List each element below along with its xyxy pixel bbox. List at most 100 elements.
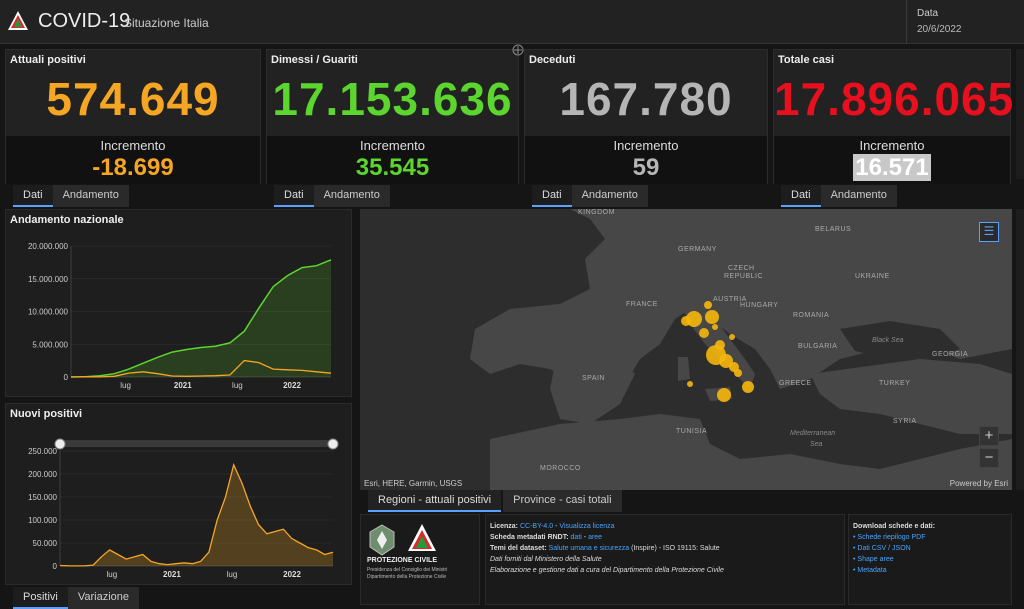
card-value: 17.896.065 xyxy=(774,73,1015,125)
tab-andamento[interactable]: Andamento xyxy=(571,185,648,207)
y-tick-label: 200.000 xyxy=(28,470,57,479)
region-bubble[interactable] xyxy=(686,311,702,327)
region-bubble[interactable] xyxy=(705,310,719,324)
tab-dati[interactable]: Dati xyxy=(781,185,821,207)
map-label: ROMANIA xyxy=(793,312,829,319)
region-bubble[interactable] xyxy=(742,381,754,393)
panel-nuovi-positivi: Nuovi positivi 250.000 200.000 150.000 100.… xyxy=(5,403,352,585)
download-csv-link[interactable]: Dati CSV / JSON xyxy=(857,545,911,552)
region-bubble[interactable] xyxy=(719,354,733,368)
x-tick-label: 2022 xyxy=(283,381,301,390)
map-label: Mediterranean xyxy=(790,430,835,437)
tab-regioni-attuali-positivi[interactable]: Regioni - attuali positivi xyxy=(368,490,502,512)
land-europe xyxy=(470,209,1012,399)
region-bubble[interactable] xyxy=(717,388,731,402)
tab-andamento[interactable]: Andamento xyxy=(313,185,390,207)
y-tick-label: 100.000 xyxy=(28,516,57,525)
chart-title: Nuovi positivi xyxy=(10,408,83,420)
tab-positivi[interactable]: Positivi xyxy=(13,587,68,609)
land-turkey xyxy=(810,359,1012,434)
increment-value: 16.571 xyxy=(853,154,931,181)
download-item: • Schede riepilogo PDF xyxy=(853,534,926,541)
expand-icon[interactable] xyxy=(512,44,524,56)
card-label: Totale casi xyxy=(778,54,835,66)
zoom-out-button[interactable]: − xyxy=(979,448,999,468)
increment-box: Incremento -18.699 xyxy=(6,136,260,184)
increment-box: Incremento 59 xyxy=(525,136,767,184)
land-sardinia xyxy=(678,357,690,381)
org-line2: Presidenza del Consiglio dei Ministri xyxy=(367,567,448,573)
y-tick-label: 150.000 xyxy=(28,493,57,502)
x-tick-label: 2022 xyxy=(283,570,301,579)
protezione-civile-icon xyxy=(408,524,436,551)
map-label: GREECE xyxy=(779,380,812,387)
org-line3: Dipartimento della Protezione Civile xyxy=(367,574,447,580)
region-bubble[interactable] xyxy=(734,369,742,377)
increment-label: Incremento xyxy=(100,138,166,153)
land-iberia xyxy=(550,359,635,424)
chart-nuovi-positivi: 250.000 200.000 150.000 100.000 50.000 0 lug 2… xyxy=(28,438,339,579)
map-attribution: Esri, HERE, Garmin, USGS xyxy=(364,479,463,488)
temi-link[interactable]: Salute umana e sicurezza xyxy=(548,545,630,552)
tab-andamento[interactable]: Andamento xyxy=(52,185,129,207)
x-tick-label: lug xyxy=(107,570,118,579)
tab-variazione[interactable]: Variazione xyxy=(67,587,140,609)
tabs-card-1: Dati Andamento xyxy=(13,185,129,207)
visualizza-licenza-link[interactable]: Visualizza licenza xyxy=(559,523,615,530)
map-label: KINGDOM xyxy=(578,209,615,216)
region-bubble[interactable] xyxy=(687,381,693,387)
licenza-link[interactable]: CC-BY-4.0 xyxy=(519,523,554,530)
black-sea xyxy=(840,321,960,359)
range-slider-track xyxy=(60,440,334,447)
rndt-aree-link[interactable]: aree xyxy=(588,534,603,541)
app-title: COVID-19 xyxy=(38,10,131,32)
download-shape-link[interactable]: Shape aree xyxy=(857,556,894,563)
legend-toggle-icon[interactable]: ☰ xyxy=(979,222,999,242)
region-bubble[interactable] xyxy=(712,324,718,330)
region-bubble[interactable] xyxy=(704,301,712,309)
panel-andamento-nazionale: Andamento nazionale 20.000.000 15.000.000… xyxy=(5,209,352,397)
region-bubble[interactable] xyxy=(699,328,709,338)
date-value: 20/6/2022 xyxy=(917,24,962,35)
tabs-map: Regioni - attuali positivi Province - ca… xyxy=(368,490,622,512)
temi-row: Temi del dataset: Salute umana e sicurez… xyxy=(490,545,720,552)
elaborazione-text: Elaborazione e gestione dati a cura del … xyxy=(490,567,724,574)
tab-andamento[interactable]: Andamento xyxy=(820,185,897,207)
increment-value: 59 xyxy=(632,154,660,181)
tabs-card-4: Dati Andamento xyxy=(781,185,897,207)
tabs-nuovi-positivi: Positivi Variazione xyxy=(13,587,140,609)
side-panel-edge xyxy=(1016,49,1024,179)
tab-dati[interactable]: Dati xyxy=(532,185,572,207)
zoom-in-button[interactable]: + xyxy=(979,426,999,446)
map-label: REPUBLIC xyxy=(724,273,763,280)
range-slider-handle-left[interactable] xyxy=(54,438,66,450)
y-tick-label: 15.000.000 xyxy=(28,275,69,284)
date-label: Data xyxy=(917,8,939,19)
region-bubble[interactable] xyxy=(729,334,735,340)
tab-dati[interactable]: Dati xyxy=(13,185,53,207)
range-slider-handle-right[interactable] xyxy=(327,438,339,450)
increment-value: -18.699 xyxy=(92,154,174,181)
map-label: Sea xyxy=(810,441,823,448)
land-africa xyxy=(490,414,1012,490)
download-schede-link[interactable]: Schede riepilogo PDF xyxy=(857,534,926,541)
tab-province-casi-totali[interactable]: Province - casi totali xyxy=(503,490,622,512)
footer-info-box: Licenza: CC-BY-4.0 - Visualizza licenza … xyxy=(485,514,845,605)
date-box: Data 20/6/2022 xyxy=(906,0,1024,44)
card-value: 17.153.636 xyxy=(272,73,513,125)
rndt-dati-link[interactable]: dati xyxy=(570,534,582,541)
licenza-row: Licenza: CC-BY-4.0 - Visualizza licenza xyxy=(490,523,615,530)
series-line-attuali-positivi xyxy=(70,359,332,378)
map-label: TURKEY xyxy=(879,380,910,387)
card-value: 167.780 xyxy=(559,73,733,125)
x-tick-label: 2021 xyxy=(174,381,192,390)
download-metadata-link[interactable]: Metadata xyxy=(857,567,887,574)
map-powered-by[interactable]: Powered by Esri xyxy=(949,479,1008,488)
download-item: • Shape aree xyxy=(853,556,894,563)
map-view[interactable]: KINGDOM BELARUS GERMANY CZECH REPUBLIC UKRAIN… xyxy=(360,209,1012,490)
tab-dati[interactable]: Dati xyxy=(274,185,314,207)
y-tick-label: 250.000 xyxy=(28,447,57,456)
tabs-card-2: Dati Andamento xyxy=(274,185,390,207)
x-tick-label: lug xyxy=(120,381,131,390)
